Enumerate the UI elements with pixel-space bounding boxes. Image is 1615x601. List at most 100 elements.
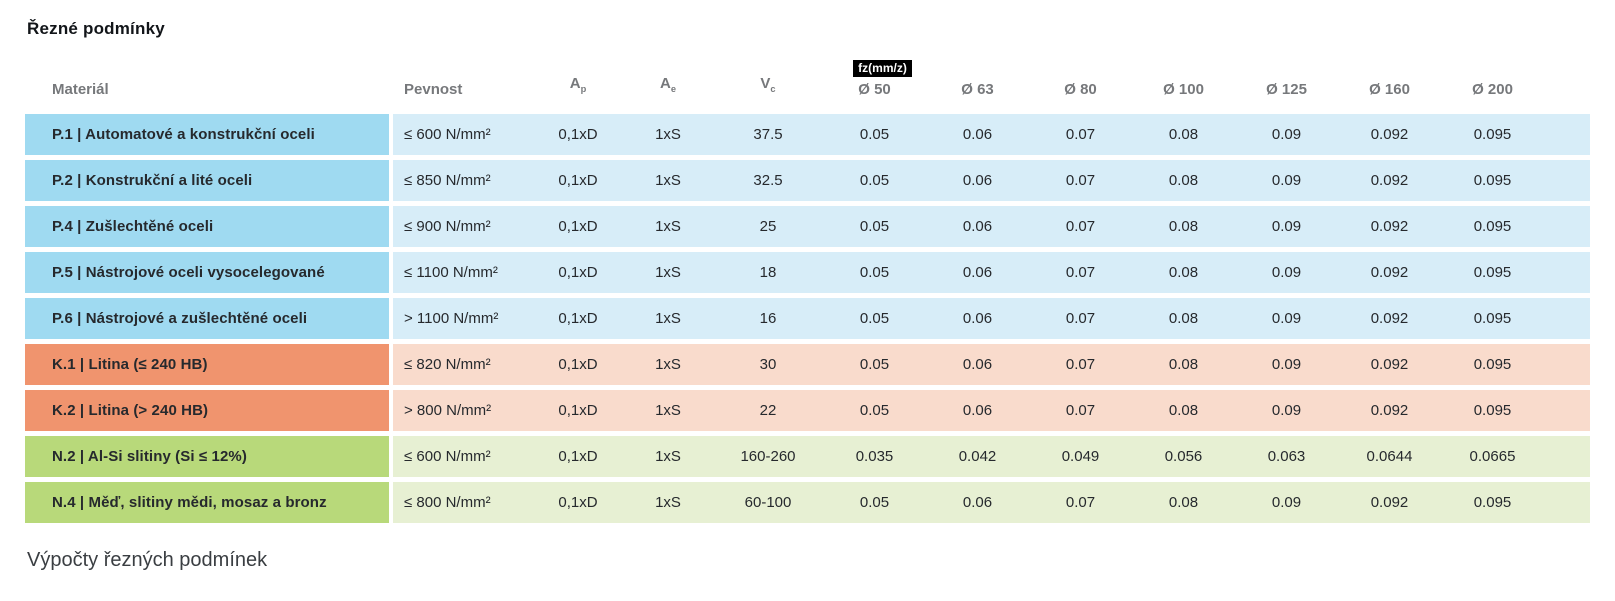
vc-cell: 160-260 <box>713 436 823 477</box>
fz-d100-cell: 0.08 <box>1132 344 1235 385</box>
column-header-d160: Ø 160 <box>1369 81 1410 98</box>
fz-d160-cell: 0.092 <box>1338 482 1441 523</box>
column-header-material: Materiál <box>52 81 109 98</box>
fz-d125-cell: 0.09 <box>1235 344 1338 385</box>
fz-d50-cell: 0.05 <box>823 206 926 247</box>
ae-cell: 1xS <box>623 344 713 385</box>
fz-d160-cell: 0.092 <box>1338 390 1441 431</box>
row-filler <box>1544 482 1590 523</box>
fz-d80-cell: 0.049 <box>1029 436 1132 477</box>
material-cell: P.6 | Nástrojové a zušlechtěné oceli <box>25 298 393 339</box>
fz-d125-cell: 0.09 <box>1235 114 1338 155</box>
fz-d100-cell: 0.08 <box>1132 206 1235 247</box>
material-cell: P.5 | Nástrojové oceli vysocelegované <box>25 252 393 293</box>
fz-d50-cell: 0.05 <box>823 482 926 523</box>
ap-cell: 0,1xD <box>533 160 623 201</box>
material-cell: P.1 | Automatové a konstrukční oceli <box>25 114 393 155</box>
column-header-d63: Ø 63 <box>961 81 994 98</box>
material-cell: N.2 | Al-Si slitiny (Si ≤ 12%) <box>25 436 393 477</box>
vc-cell: 60-100 <box>713 482 823 523</box>
table-row: P.4 | Zušlechtěné oceli ≤ 900 N/mm² 0,1x… <box>25 206 1590 247</box>
ae-cell: 1xS <box>623 160 713 201</box>
ap-symbol: A <box>569 75 581 92</box>
ap-cell: 0,1xD <box>533 114 623 155</box>
fz-d63-cell: 0.06 <box>926 482 1029 523</box>
row-filler <box>1544 344 1590 385</box>
ae-cell: 1xS <box>623 436 713 477</box>
ae-cell: 1xS <box>623 252 713 293</box>
fz-unit-badge: fz(mm/z) <box>853 60 912 77</box>
fz-d80-cell: 0.07 <box>1029 298 1132 339</box>
fz-d63-cell: 0.042 <box>926 436 1029 477</box>
fz-d80-cell: 0.07 <box>1029 206 1132 247</box>
fz-d80-cell: 0.07 <box>1029 252 1132 293</box>
row-filler <box>1544 436 1590 477</box>
ae-cell: 1xS <box>623 390 713 431</box>
page-title: Řezné podmínky <box>27 19 165 38</box>
row-filler <box>1544 252 1590 293</box>
vc-cell: 22 <box>713 390 823 431</box>
fz-d100-cell: 0.08 <box>1132 390 1235 431</box>
table-body: P.1 | Automatové a konstrukční oceli ≤ 6… <box>25 114 1590 523</box>
fz-d200-cell: 0.095 <box>1441 390 1544 431</box>
fz-d200-cell: 0.095 <box>1441 206 1544 247</box>
table-row: K.2 | Litina (> 240 HB) > 800 N/mm² 0,1x… <box>25 390 1590 431</box>
fz-d50-cell: 0.05 <box>823 344 926 385</box>
strength-cell: ≤ 800 N/mm² <box>393 482 533 523</box>
fz-d200-cell: 0.095 <box>1441 114 1544 155</box>
table-row: P.6 | Nástrojové a zušlechtěné oceli > 1… <box>25 298 1590 339</box>
table-row: N.2 | Al-Si slitiny (Si ≤ 12%) ≤ 600 N/m… <box>25 436 1590 477</box>
vc-cell: 25 <box>713 206 823 247</box>
fz-d50-cell: 0.05 <box>823 114 926 155</box>
fz-d50-cell: 0.05 <box>823 252 926 293</box>
fz-d125-cell: 0.09 <box>1235 298 1338 339</box>
row-filler <box>1544 390 1590 431</box>
material-cell: P.2 | Konstrukční a lité oceli <box>25 160 393 201</box>
ae-cell: 1xS <box>623 206 713 247</box>
strength-cell: > 1100 N/mm² <box>393 298 533 339</box>
table-row: N.4 | Měď, slitiny mědi, mosaz a bronz ≤… <box>25 482 1590 523</box>
ap-subscript: p <box>580 84 587 94</box>
material-cell: N.4 | Měď, slitiny mědi, mosaz a bronz <box>25 482 393 523</box>
ae-cell: 1xS <box>623 114 713 155</box>
strength-cell: ≤ 600 N/mm² <box>393 436 533 477</box>
fz-d80-cell: 0.07 <box>1029 482 1132 523</box>
fz-d200-cell: 0.095 <box>1441 344 1544 385</box>
fz-d200-cell: 0.095 <box>1441 298 1544 339</box>
strength-cell: ≤ 600 N/mm² <box>393 114 533 155</box>
fz-d100-cell: 0.056 <box>1132 436 1235 477</box>
fz-d100-cell: 0.08 <box>1132 298 1235 339</box>
cutting-conditions-page: Řezné podmínky Materiál Pevnost Ap Ae Vc… <box>25 19 1590 571</box>
column-header-ae: Ae <box>623 74 713 99</box>
fz-d160-cell: 0.092 <box>1338 160 1441 201</box>
row-filler <box>1544 160 1590 201</box>
ae-subscript: e <box>670 84 676 94</box>
ap-cell: 0,1xD <box>533 482 623 523</box>
table-header-row: Materiál Pevnost Ap Ae Vc fz(mm/z) Ø 50 … <box>25 60 1590 99</box>
material-cell: K.1 | Litina (≤ 240 HB) <box>25 344 393 385</box>
d50-label: Ø 50 <box>858 81 891 98</box>
fz-d50-cell: 0.05 <box>823 390 926 431</box>
fz-d100-cell: 0.08 <box>1132 482 1235 523</box>
fz-d50-cell: 0.05 <box>823 298 926 339</box>
fz-d160-cell: 0.092 <box>1338 206 1441 247</box>
fz-d125-cell: 0.09 <box>1235 252 1338 293</box>
strength-cell: ≤ 820 N/mm² <box>393 344 533 385</box>
ap-cell: 0,1xD <box>533 436 623 477</box>
ap-cell: 0,1xD <box>533 390 623 431</box>
vc-cell: 16 <box>713 298 823 339</box>
fz-d63-cell: 0.06 <box>926 160 1029 201</box>
ae-symbol: A <box>659 75 671 92</box>
row-filler <box>1544 298 1590 339</box>
ap-cell: 0,1xD <box>533 298 623 339</box>
vc-cell: 37.5 <box>713 114 823 155</box>
row-filler <box>1544 206 1590 247</box>
vc-subscript: c <box>770 84 776 94</box>
material-cell: K.2 | Litina (> 240 HB) <box>25 390 393 431</box>
ae-cell: 1xS <box>623 298 713 339</box>
fz-d160-cell: 0.092 <box>1338 298 1441 339</box>
vc-cell: 30 <box>713 344 823 385</box>
fz-d160-cell: 0.092 <box>1338 252 1441 293</box>
section-heading-calculations: Výpočty řezných podmínek <box>27 549 268 571</box>
fz-d125-cell: 0.09 <box>1235 206 1338 247</box>
